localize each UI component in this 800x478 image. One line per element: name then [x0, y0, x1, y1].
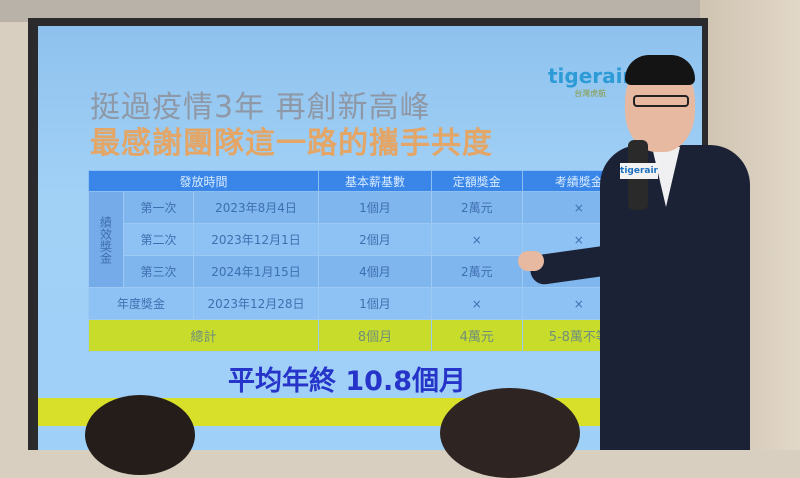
hair [625, 55, 695, 85]
ceiling [0, 0, 800, 22]
mic-flag: tigerair [620, 163, 658, 179]
audience-head [85, 395, 195, 475]
average-bonus-text: 平均年終 10.8個月 [228, 366, 467, 397]
suit [600, 145, 750, 450]
glasses-icon [633, 95, 689, 107]
hand [518, 251, 544, 271]
slide-title-line1: 挺過疫情3年 再創新高峰 [90, 90, 431, 125]
table-row: 績效獎金 第一次 2023年8月4日 1個月 2萬元 × [88, 191, 637, 288]
audience-head [440, 388, 580, 478]
speaker: tigerair [518, 55, 760, 450]
table-row: 第二次 2023年12月1日 2個月 × × [89, 223, 637, 256]
slide-title-line2: 最感謝團隊這一路的攜手共度 [90, 126, 493, 161]
table-row: 年度獎金 2023年12月28日 1個月 × × [88, 287, 637, 320]
table-header: 發放時間 基本薪基數 定額獎金 考績獎金 [88, 170, 637, 192]
tigerair-logo: tigerair 台灣虎航 [548, 64, 633, 98]
group-label: 績效獎金 [88, 191, 124, 288]
